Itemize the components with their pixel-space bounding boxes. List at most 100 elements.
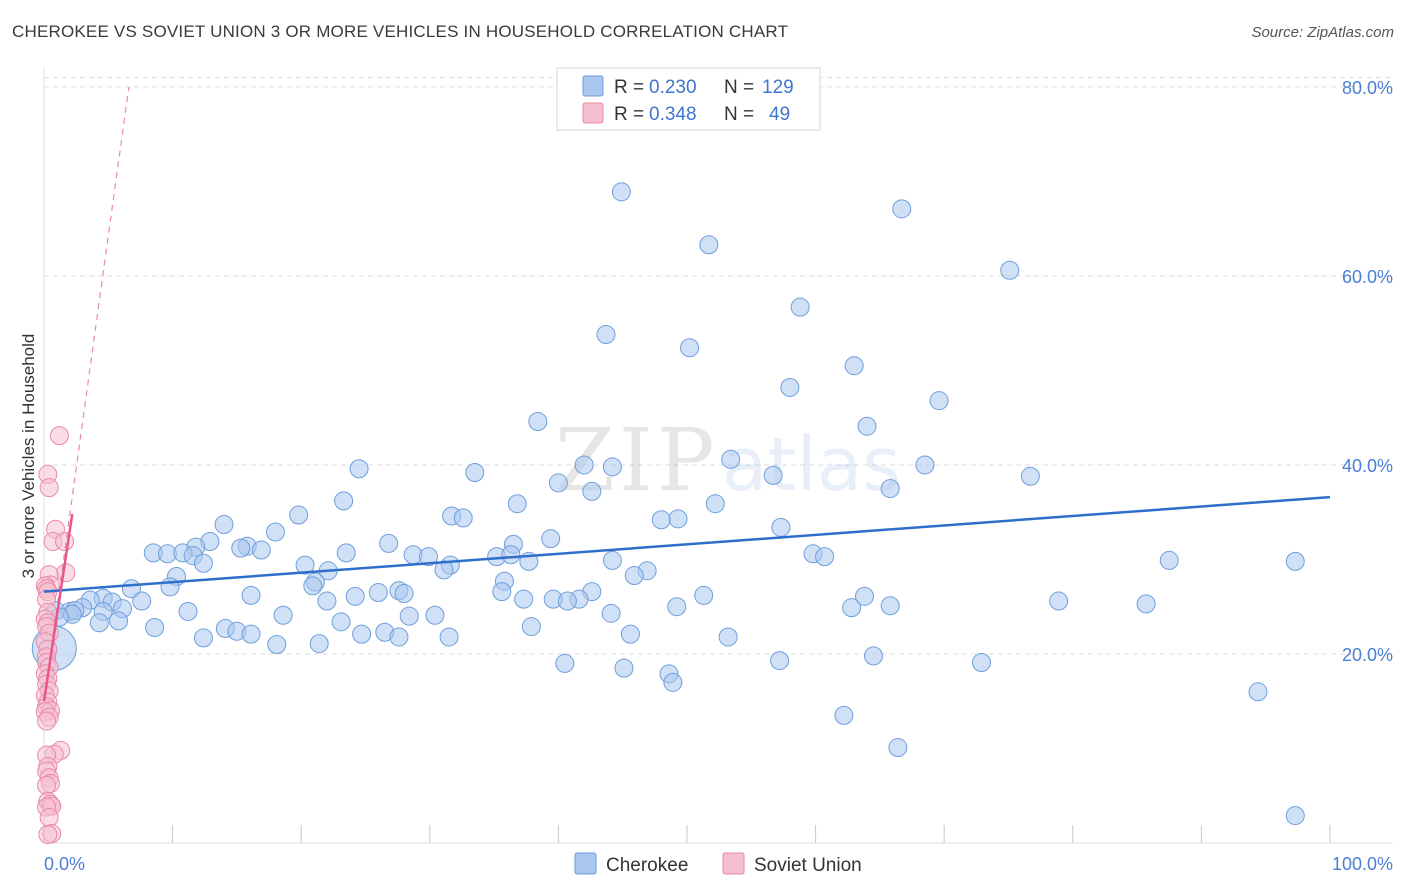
cherokee-point [1159, 550, 1179, 570]
y-tick-labels: 20.0% 40.0% 60.0% 80.0% [1342, 78, 1393, 665]
legend-n-value-soviet-union: 49 [769, 104, 790, 125]
cherokee-point [790, 297, 810, 317]
cherokee-point [109, 611, 129, 631]
soviet-union-trend-line [42, 513, 74, 702]
cherokee-point [651, 510, 671, 530]
cherokee-point [193, 553, 213, 573]
cherokee-point [602, 550, 622, 570]
cherokee-point [699, 235, 719, 255]
cherokee-point [265, 522, 285, 542]
y-tick-label: 40.0% [1342, 456, 1393, 476]
cherokee-point [160, 577, 180, 597]
soviet-union-point [39, 807, 59, 827]
soviet-union-point [37, 775, 57, 795]
cherokee-point [680, 338, 700, 358]
soviet-union-point [38, 824, 58, 844]
cherokee-point [555, 653, 575, 673]
legend: R = 0.230 N = 129 R = 0.348 N = 49 [556, 67, 821, 131]
cherokee-point [521, 617, 541, 637]
legend-n-label-cherokee: N = [724, 77, 754, 98]
cherokee-point [863, 646, 883, 666]
cherokee-point [309, 634, 329, 654]
cherokee-point [880, 596, 900, 616]
soviet-union-trend-extension [43, 86, 130, 702]
cherokee-point [394, 583, 414, 603]
watermark: ZIP atlas [555, 411, 901, 511]
cherokee-point [815, 547, 835, 567]
cherokee-point [667, 597, 687, 617]
cherokee-point [273, 605, 293, 625]
source-credit: Source: ZipAtlas.com [1251, 24, 1394, 41]
cherokee-point [574, 455, 594, 475]
cherokee-point [241, 624, 261, 644]
cherokee-point [892, 199, 912, 219]
cherokee-point [178, 601, 198, 621]
cherokee-point [668, 509, 688, 529]
cherokee-point [1248, 682, 1268, 702]
cherokee-point [368, 583, 388, 603]
cherokee-point [780, 377, 800, 397]
cherokee-point [267, 635, 287, 655]
legend-swatch-soviet-union [582, 102, 604, 124]
legend-r-value-soviet-union: 0.348 [649, 104, 697, 125]
cherokee-point [251, 540, 271, 560]
cherokee-point [770, 651, 790, 671]
y-tick-label: 60.0% [1342, 267, 1393, 287]
watermark-atlas: atlas [722, 422, 901, 508]
cherokee-point [317, 591, 337, 611]
cherokee-point [419, 547, 439, 567]
cherokee-point [611, 182, 631, 202]
cherokee-point [971, 652, 991, 672]
cherokee-point [541, 529, 561, 549]
cherokee-point [548, 473, 568, 493]
cherokee-point [582, 481, 602, 501]
cherokee-point [596, 325, 616, 345]
cherokee-point [379, 533, 399, 553]
cherokee-point [1000, 260, 1020, 280]
bottom-legend-label-soviet-union: Soviet Union [754, 855, 862, 876]
legend-n-label-soviet-union: N = [724, 104, 754, 125]
cherokee-point [241, 585, 261, 605]
soviet-union-point [39, 478, 59, 498]
legend-n-value-cherokee: 129 [762, 77, 794, 98]
bottom-legend-label-cherokee: Cherokee [606, 855, 688, 876]
cherokee-point [663, 672, 683, 692]
cherokee-point [929, 391, 949, 411]
x-tick-label-max: 100.0% [1332, 854, 1393, 874]
cherokee-point [231, 538, 251, 558]
y-tick-label: 80.0% [1342, 78, 1393, 98]
x-tick-label-min: 0.0% [44, 854, 85, 874]
soviet-union-point [37, 711, 57, 731]
cherokee-point [771, 517, 791, 537]
cherokee-points [31, 182, 1305, 826]
y-tick-label: 20.0% [1342, 645, 1393, 665]
cherokee-point [602, 457, 622, 477]
cherokee-point [295, 555, 315, 575]
legend-r-value-cherokee: 0.230 [649, 77, 697, 98]
cherokee-point [854, 586, 874, 606]
cherokee-point [557, 591, 577, 611]
cherokee-point [331, 612, 351, 632]
cherokee-point [193, 628, 213, 648]
cherokee-point [1136, 594, 1156, 614]
cherokee-point [132, 591, 152, 611]
cherokee-point [915, 455, 935, 475]
cherokee-point [349, 459, 369, 479]
cherokee-point [1285, 806, 1305, 826]
cherokee-point [528, 411, 548, 431]
cherokee-point [389, 627, 409, 647]
cherokee-point [624, 566, 644, 586]
cherokee-point [705, 494, 725, 514]
legend-r-label-cherokee: R = [614, 77, 644, 98]
legend-swatch-cherokee [582, 75, 604, 97]
cherokee-point [1049, 591, 1069, 611]
soviet-union-point [55, 532, 75, 552]
cherokee-point [844, 356, 864, 376]
cherokee-point [721, 449, 741, 469]
cherokee-point [620, 624, 640, 644]
cherokee-point [1285, 551, 1305, 571]
cherokee-point [465, 463, 485, 483]
cherokee-point [694, 585, 714, 605]
cherokee-point [857, 416, 877, 436]
cherokee-point [214, 514, 234, 534]
